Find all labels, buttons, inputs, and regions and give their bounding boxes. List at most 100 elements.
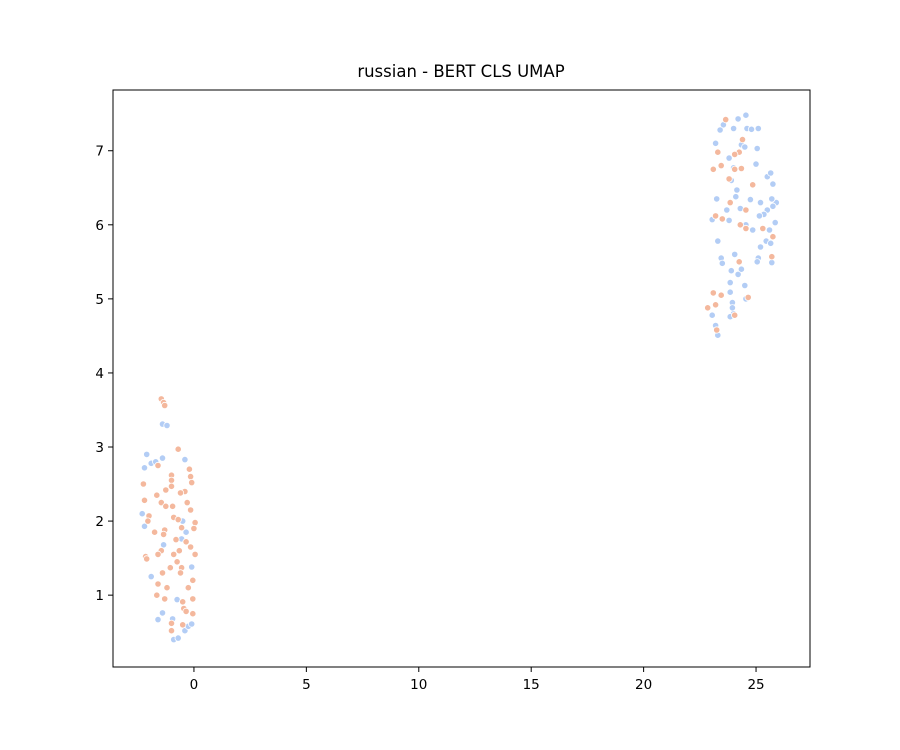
y-tick-label: 1 <box>95 588 104 604</box>
data-point <box>187 472 195 481</box>
data-point <box>174 634 182 642</box>
data-point <box>158 454 167 462</box>
data-point <box>188 563 196 571</box>
data-point <box>185 465 193 473</box>
data-point <box>151 528 159 536</box>
data-point <box>731 150 739 158</box>
data-point <box>713 195 721 203</box>
data-point <box>737 164 746 173</box>
data-point <box>728 304 737 312</box>
data-point <box>173 558 181 566</box>
data-point <box>731 250 739 258</box>
data-point <box>174 445 182 453</box>
data-point <box>734 115 742 123</box>
data-point <box>170 550 178 559</box>
y-tick-label: 5 <box>95 292 104 308</box>
data-point <box>174 515 182 524</box>
data-point <box>187 506 195 514</box>
data-point <box>167 482 176 490</box>
x-tick-label: 10 <box>410 677 427 693</box>
data-point <box>191 550 199 559</box>
data-point <box>189 610 197 618</box>
x-tick-label: 5 <box>302 677 311 693</box>
data-point <box>711 301 720 309</box>
data-point <box>747 125 756 133</box>
data-point <box>756 243 765 251</box>
data-point <box>771 219 779 227</box>
data-point <box>709 165 717 173</box>
data-point <box>183 498 191 507</box>
data-point <box>725 175 733 183</box>
data-point <box>178 524 186 532</box>
data-point <box>161 401 169 410</box>
data-point <box>182 538 190 546</box>
data-point <box>189 595 197 603</box>
data-point <box>179 621 187 629</box>
data-point <box>147 572 155 581</box>
data-point <box>160 541 168 549</box>
data-point <box>176 569 185 577</box>
data-point <box>742 206 750 214</box>
data-point <box>768 195 776 203</box>
data-point <box>718 215 726 223</box>
data-point <box>769 180 777 188</box>
data-point <box>179 598 187 606</box>
data-point <box>176 489 185 497</box>
data-point <box>759 224 767 233</box>
data-point <box>140 522 149 530</box>
chart-title: russian - BERT CLS UMAP <box>357 62 564 81</box>
data-point <box>167 476 176 484</box>
x-axis: 0 5 10 15 20 25 <box>190 667 765 693</box>
data-point <box>752 160 760 168</box>
data-point <box>729 124 738 133</box>
data-point <box>738 136 747 144</box>
data-point <box>181 455 189 464</box>
data-point <box>727 267 735 275</box>
data-point <box>182 528 190 536</box>
points-layer <box>138 111 780 644</box>
data-point <box>746 196 755 204</box>
data-point <box>184 584 192 592</box>
data-point <box>767 169 775 177</box>
data-point <box>163 584 171 592</box>
data-point <box>734 270 742 278</box>
y-tick-label: 6 <box>95 218 104 234</box>
data-point <box>154 580 162 588</box>
data-point <box>735 258 743 266</box>
data-point <box>144 517 152 525</box>
data-point <box>158 609 167 617</box>
data-point <box>188 620 196 628</box>
data-point <box>158 569 167 577</box>
data-point <box>755 212 764 220</box>
data-point <box>714 148 722 156</box>
data-point <box>767 239 775 247</box>
data-point <box>153 591 161 599</box>
data-point <box>737 265 746 273</box>
data-point <box>714 237 722 245</box>
data-point <box>768 253 776 261</box>
data-point <box>769 202 777 210</box>
data-point <box>769 233 777 241</box>
data-point <box>161 595 169 603</box>
data-point <box>188 478 196 487</box>
x-tick-label: 20 <box>635 677 652 693</box>
data-point <box>162 502 170 510</box>
data-point <box>718 259 726 267</box>
data-point <box>711 139 720 147</box>
data-point <box>187 543 195 551</box>
data-point <box>167 627 176 635</box>
data-point <box>725 154 733 162</box>
data-point <box>711 212 720 220</box>
plot-area-frame <box>112 89 811 668</box>
data-point <box>140 464 149 472</box>
data-point <box>744 293 752 301</box>
data-point <box>756 199 765 207</box>
data-point <box>143 555 151 563</box>
data-point <box>765 226 774 234</box>
data-point <box>162 486 170 494</box>
data-point <box>732 193 740 201</box>
data-point <box>169 502 177 510</box>
data-point <box>189 576 197 584</box>
y-tick-label: 3 <box>95 440 104 456</box>
data-point <box>154 550 162 559</box>
